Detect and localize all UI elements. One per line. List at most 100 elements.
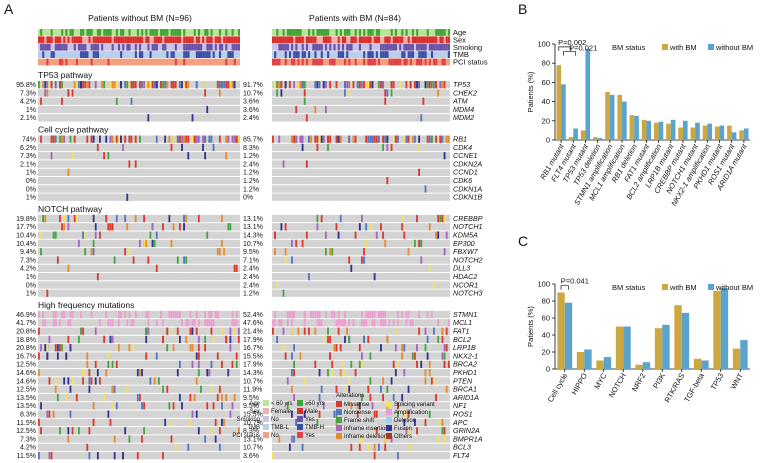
annotation-cell <box>120 51 123 58</box>
alteration-cell <box>331 310 334 319</box>
alteration-cell <box>375 135 378 143</box>
alteration-cell <box>187 135 190 143</box>
alteration-cell <box>117 344 120 352</box>
alteration-cell <box>155 81 158 89</box>
annotation-cell <box>339 51 342 58</box>
alteration-cell <box>314 81 317 89</box>
alteration-cell <box>105 310 108 319</box>
right-frequency: 9.5% <box>243 395 259 402</box>
alteration-cell <box>94 81 97 89</box>
alteration-cell <box>204 435 207 443</box>
annotation-cell <box>147 43 150 51</box>
oncoprint-row-bg <box>272 89 450 97</box>
alteration-cell <box>443 214 446 223</box>
alteration-cell <box>147 81 150 89</box>
annotation-cell <box>295 36 298 44</box>
annotation-cell <box>435 36 438 44</box>
alteration-cell <box>329 248 332 256</box>
left-frequency: 18.8% <box>16 337 36 344</box>
alteration-cell <box>424 377 427 385</box>
bar-with-bm <box>678 127 683 140</box>
gene-label: PKHD1 <box>453 368 477 377</box>
alteration-cell <box>365 135 368 143</box>
annotation-cell <box>206 43 209 51</box>
alteration-cell <box>94 327 97 335</box>
alteration-cell <box>361 435 363 443</box>
legend-swatch <box>263 432 269 438</box>
annotation-cell <box>430 51 434 58</box>
alteration-cell <box>375 231 378 239</box>
left-frequency: 14.6% <box>16 370 36 377</box>
alteration-cell <box>88 369 91 377</box>
alteration-cell <box>373 310 376 319</box>
annotation-cell <box>214 36 217 44</box>
left-frequency: 8.3% <box>20 412 36 419</box>
annotation-cell <box>276 36 279 44</box>
alteration-cell <box>69 310 72 319</box>
oncoprint-row-bg <box>272 402 450 410</box>
x-tick-label: MYC <box>592 371 608 390</box>
alteration-cell <box>225 135 228 143</box>
annotation-cell <box>403 51 406 58</box>
alteration-cell <box>77 427 80 435</box>
annotation-cell <box>428 43 431 51</box>
annotation-cell <box>388 43 391 51</box>
alteration-cell <box>413 352 416 360</box>
alteration-cell <box>295 135 298 143</box>
annotation-cell <box>312 43 315 51</box>
left-frequency: 4.2% <box>20 445 36 452</box>
bar-with-bm <box>596 360 604 369</box>
section-title: Cell cycle pathway <box>38 125 109 135</box>
annotation-cell <box>189 36 192 44</box>
alteration-cell <box>348 256 351 264</box>
alteration-cell <box>185 135 188 143</box>
alteration-cell <box>322 402 325 410</box>
y-tick-label: 0 <box>546 136 550 145</box>
alteration-cell <box>128 135 131 143</box>
alteration-cell <box>99 377 101 385</box>
left-frequency: 19.8% <box>16 216 36 223</box>
legend-item-label: Fusion <box>394 426 412 432</box>
alteration-cell <box>365 223 368 231</box>
alteration-cell <box>54 344 57 352</box>
annotation-cell <box>447 43 450 51</box>
annotation-cell <box>42 43 45 51</box>
alteration-cell <box>282 327 285 335</box>
alteration-cell <box>115 402 118 410</box>
annotation-cell <box>208 43 211 51</box>
annotation-cell <box>46 43 49 51</box>
left-frequency: 13.5% <box>16 403 36 410</box>
alteration-cell <box>305 114 308 122</box>
annotation-cell <box>183 51 186 58</box>
alteration-cell <box>441 135 444 143</box>
alteration-cell <box>411 135 414 143</box>
annotation-cell <box>305 43 309 51</box>
alteration-cell <box>426 310 429 319</box>
alteration-cell <box>67 214 70 223</box>
annotation-cell <box>377 36 381 44</box>
legend-item-label: Yes <box>305 433 315 439</box>
left-frequency: 2.1% <box>20 115 36 122</box>
alteration-cell <box>293 135 296 143</box>
alteration-cell <box>155 264 158 272</box>
bar-with-bm <box>576 352 585 369</box>
alteration-cell <box>361 352 363 360</box>
alteration-cell <box>301 81 304 89</box>
alteration-cell <box>143 402 146 410</box>
oncoprint-row-bg <box>272 239 450 248</box>
alteration-cell <box>38 81 40 89</box>
annotation-cell <box>301 58 304 66</box>
legend-alterations-title: Alterations <box>336 393 364 399</box>
annotation-cell <box>103 29 106 36</box>
annotation-cell <box>433 43 436 51</box>
annotation-cell <box>312 58 315 66</box>
annotation-cell <box>216 36 219 44</box>
legend-swatch <box>386 409 392 415</box>
oncoprint-row-bg <box>272 185 450 193</box>
annotation-cell <box>185 36 188 44</box>
annotation-cell <box>418 36 421 44</box>
annotation-cell <box>48 36 51 44</box>
annotation-cell <box>233 58 236 66</box>
annotation-cell <box>187 43 190 51</box>
alteration-cell <box>38 352 40 360</box>
